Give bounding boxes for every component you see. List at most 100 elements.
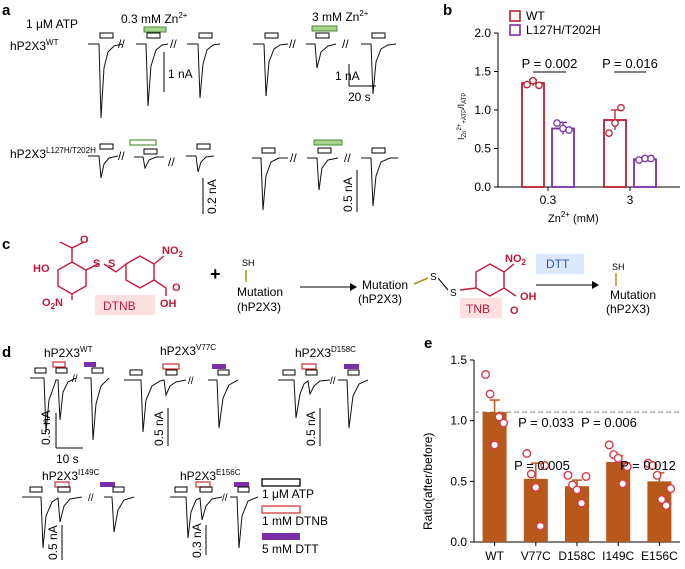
- p-value: P = 0.005: [514, 458, 570, 473]
- bond: [503, 287, 517, 297]
- legend-swatch-dtt: [262, 533, 300, 540]
- current-trace: [104, 496, 135, 533]
- data-point: [605, 129, 613, 137]
- y-tick-label: 0.5: [474, 142, 491, 156]
- current-trace: [186, 155, 215, 173]
- dtnb-structure: [57, 241, 167, 300]
- break-mark: //: [344, 151, 351, 165]
- zn-bar: [143, 26, 167, 33]
- data-point: [581, 471, 591, 481]
- x-tick-label: D158C: [558, 549, 596, 563]
- atp-bar: [174, 486, 188, 493]
- data-point: [613, 453, 623, 463]
- row2-label: hP2X3L127H/T202H: [10, 146, 96, 161]
- hp2x3-label: (hP2X3): [606, 302, 650, 316]
- current-trace: [230, 496, 259, 549]
- current-trace: [136, 43, 169, 107]
- traces-mutant-high-zn: // // 0.5 nA: [252, 139, 398, 212]
- y-tick-label: 2.0: [474, 26, 491, 40]
- atom-s: S: [450, 288, 457, 299]
- data-point: [523, 80, 531, 89]
- data-point: [531, 482, 541, 492]
- bond: [85, 263, 99, 271]
- atp-bar: [282, 369, 296, 376]
- mutation-label: Mutation: [362, 278, 408, 292]
- zn-low-label: 0.3 mM Zn2+: [121, 11, 188, 26]
- break-mark: //: [118, 37, 125, 51]
- panel-c: c HO O S S NO2 OH O O2N DTNB: [2, 234, 656, 318]
- atp-bar: [55, 367, 68, 374]
- atom-s: S: [430, 272, 437, 283]
- scale-label: 0.5 nA: [304, 411, 318, 446]
- atp-bar: [371, 32, 386, 39]
- traces-d-i149c: hP2X3I149C // 0.5 nA: [22, 468, 135, 560]
- atp-bar: [199, 486, 213, 493]
- mutation-label: Mutation: [237, 285, 283, 299]
- dtt-bar: [234, 482, 249, 487]
- atom-ho: HO: [33, 263, 50, 275]
- data-point: [563, 470, 573, 480]
- construct-label: hP2X3I149C: [42, 468, 100, 483]
- data-point: [622, 462, 632, 472]
- break-mark: //: [330, 376, 336, 387]
- current-trace: [134, 156, 164, 170]
- break-mark: //: [290, 151, 297, 165]
- sh-label: SH: [242, 258, 255, 268]
- chart-b: 0.0 0.5 1.0 1.5 2.0 IZn2++ATP/IATP 0.3 3 P = 0.0…: [456, 9, 680, 225]
- data-point: [565, 126, 573, 134]
- y-tick-label: 1.0: [450, 414, 467, 428]
- atp-bar: [305, 369, 318, 376]
- data-point: [648, 461, 658, 471]
- bond: [153, 279, 167, 289]
- dtt-bar: [100, 482, 115, 487]
- data-point: [604, 440, 614, 450]
- break-mark: //: [168, 155, 175, 169]
- construct-label: hP2X3WT: [44, 345, 93, 360]
- panel-label-b: b: [443, 2, 452, 19]
- atp-bar: [99, 32, 114, 39]
- p-value: P = 0.033: [518, 415, 574, 430]
- break-mark: //: [88, 493, 94, 504]
- data-point: [499, 418, 509, 428]
- atp-bar: [143, 148, 158, 155]
- data-point: [661, 501, 671, 511]
- y-tick-label: 1.5: [450, 353, 467, 367]
- benzene-ring: [57, 261, 87, 295]
- bond: [413, 277, 429, 285]
- data-point: [535, 81, 543, 90]
- atom-o: O: [510, 305, 519, 317]
- dtt-label: DTT: [546, 257, 570, 271]
- current-trace: [338, 379, 369, 429]
- atp-bar: [237, 486, 250, 493]
- bar: [565, 486, 589, 542]
- dtnb-label-box: [95, 295, 155, 315]
- dtnb-bar: [195, 481, 211, 488]
- data-point: [553, 119, 561, 127]
- data-point: [666, 484, 676, 494]
- current-trace: [22, 496, 83, 549]
- mutation-label: Mutation: [610, 288, 656, 302]
- bond: [71, 241, 85, 249]
- atp-bar: [198, 32, 213, 39]
- scale-label: 0.2 nA: [205, 179, 219, 214]
- legend-label-dtt: 5 mM DTT: [262, 542, 319, 556]
- panel-label-a: a: [2, 2, 11, 19]
- legend-swatch-dtnb: [261, 505, 301, 514]
- p-value: P = 0.016: [602, 56, 658, 71]
- tnb-label-box: [460, 298, 502, 318]
- atp-bar: [261, 147, 276, 154]
- data-point: [494, 412, 504, 422]
- dtt-bar: [344, 364, 359, 369]
- dtnb-bar: [162, 363, 180, 370]
- dtt-label-box: [536, 254, 584, 274]
- sh-label: SH: [612, 262, 625, 272]
- legend-label: WT: [526, 9, 545, 23]
- benzene-ring: [475, 263, 505, 297]
- data-point: [617, 103, 625, 112]
- bond: [437, 277, 449, 291]
- bond: [103, 263, 117, 273]
- break-mark: //: [342, 37, 349, 51]
- bar: [521, 82, 545, 188]
- scale-label: 20 s: [348, 90, 371, 104]
- x-tick-label: I149C: [602, 549, 634, 563]
